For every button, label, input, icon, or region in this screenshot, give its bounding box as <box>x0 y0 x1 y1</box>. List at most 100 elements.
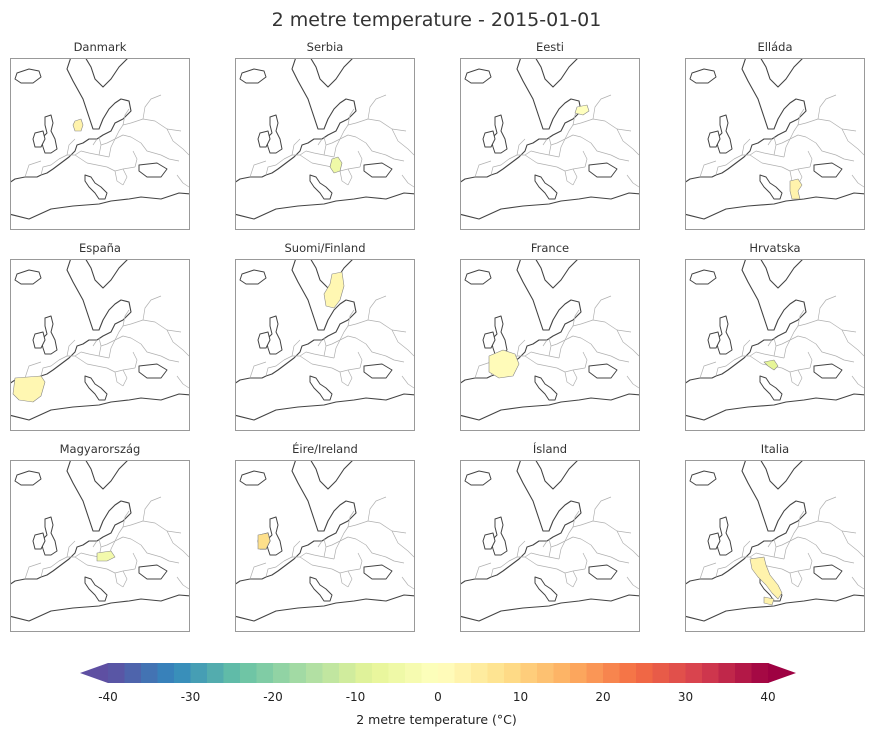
country-border <box>516 138 526 156</box>
country-border <box>789 371 799 387</box>
country-border <box>114 323 132 341</box>
country-border <box>582 150 588 168</box>
country-border <box>851 174 864 188</box>
great-britain-coastline <box>490 114 508 154</box>
colorbar-segment <box>223 663 241 683</box>
country-border <box>305 150 335 158</box>
adriatic-coast <box>84 576 108 602</box>
colorbar-segment <box>141 663 159 683</box>
country-border <box>767 138 773 146</box>
country-border <box>564 524 582 542</box>
mainland-coastline <box>686 59 864 220</box>
europe-map <box>686 461 864 622</box>
country-border <box>331 568 361 574</box>
adriatic-coast <box>534 576 558 602</box>
colorbar-segment <box>586 663 604 683</box>
country-border <box>580 337 612 357</box>
black-sea-coast <box>138 363 168 379</box>
black-sea-coast <box>363 162 393 178</box>
country-border <box>580 319 632 333</box>
colorbar-segment <box>702 663 720 683</box>
country-border <box>385 154 405 162</box>
black-sea-coast <box>138 564 168 580</box>
country-border <box>851 576 864 590</box>
country-border <box>325 138 341 146</box>
country-border <box>142 496 162 522</box>
country-border <box>311 162 333 168</box>
colorbar-segment <box>487 663 505 683</box>
country-border <box>291 138 301 156</box>
country-border <box>572 168 578 186</box>
colorbar-segment <box>553 663 571 683</box>
country-border <box>805 136 837 156</box>
country-border <box>805 319 857 333</box>
country-border <box>130 136 162 156</box>
country-highlight <box>763 359 779 371</box>
black-sea-coast <box>813 363 843 379</box>
country-border <box>767 339 773 347</box>
black-sea-coast <box>138 162 168 178</box>
panel-title: Éire/Ireland <box>292 442 358 456</box>
adriatic-coast <box>309 576 333 602</box>
country-border <box>367 496 387 522</box>
colorbar-label: 2 metre temperature (°C) <box>356 712 517 727</box>
country-border <box>626 375 639 389</box>
country-border <box>817 496 837 522</box>
country-border <box>474 361 492 379</box>
mainland-coastline <box>461 59 639 220</box>
colorbar-tick-label: -40 <box>98 690 118 704</box>
country-border <box>556 367 586 373</box>
panel-title: Suomi/Finland <box>284 241 366 255</box>
adriatic-coast <box>534 375 558 401</box>
black-sea-coast <box>363 564 393 580</box>
colorbar-segment <box>339 663 357 683</box>
map-frame <box>685 259 865 431</box>
country-border <box>616 128 639 156</box>
country-border <box>572 369 578 387</box>
country-border <box>249 160 267 178</box>
country-border <box>805 538 837 558</box>
country-border <box>391 329 414 357</box>
colorbar-segment <box>751 663 769 683</box>
country-border <box>749 355 763 365</box>
country-border <box>789 572 799 588</box>
country-border <box>66 138 76 156</box>
country-highlight <box>574 104 590 116</box>
black-sea-coast <box>813 564 843 580</box>
country-border <box>74 355 88 365</box>
country-border <box>817 94 837 120</box>
country-border <box>542 138 548 146</box>
colorbar-segment <box>570 663 588 683</box>
map-frame <box>460 460 640 632</box>
mainland-coastline <box>11 461 189 622</box>
country-border <box>357 552 363 570</box>
country-border <box>542 339 548 347</box>
colorbar-segment <box>190 663 208 683</box>
colorbar-segment <box>735 663 753 683</box>
europe-map <box>236 260 414 421</box>
country-border <box>339 371 349 387</box>
colorbar-segment <box>256 663 274 683</box>
country-border <box>80 351 110 359</box>
adriatic-coast <box>759 174 783 200</box>
country-border <box>311 363 333 369</box>
country-border <box>291 339 301 357</box>
country-border <box>355 319 407 333</box>
country-border <box>592 94 612 120</box>
country-border <box>100 339 116 347</box>
black-sea-coast <box>588 363 618 379</box>
ireland-coastline <box>482 331 496 349</box>
country-border <box>524 154 538 164</box>
map-frame <box>460 58 640 230</box>
country-border <box>805 337 837 357</box>
country-border <box>166 128 189 156</box>
country-border <box>367 295 387 321</box>
country-border <box>347 369 353 387</box>
black-sea-coast <box>588 162 618 178</box>
great-britain-coastline <box>715 516 733 556</box>
europe-map <box>686 260 864 421</box>
mainland-coastline <box>236 59 414 220</box>
colorbar-tick-label: -10 <box>345 690 366 704</box>
country-border <box>385 355 405 363</box>
colorbar-segment <box>520 663 538 683</box>
